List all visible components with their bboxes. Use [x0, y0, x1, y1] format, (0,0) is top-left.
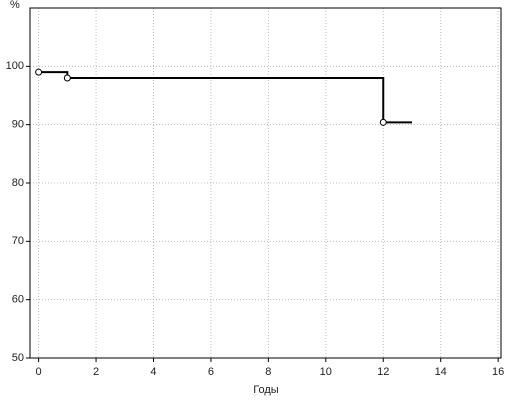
x-tick-label: 2: [93, 366, 99, 378]
y-axis-label: %: [10, 0, 20, 11]
censor-marker: [35, 68, 43, 76]
y-tick-label: 80: [12, 177, 24, 189]
x-axis-label: Годы: [253, 384, 279, 396]
censor-marker: [63, 74, 71, 82]
x-tick-label: 0: [36, 366, 42, 378]
step-line: [38, 71, 412, 124]
y-tick-label: 70: [12, 235, 24, 247]
y-tick-label: 50: [12, 352, 24, 364]
y-tick-label: 90: [12, 119, 24, 131]
x-tick-label: 10: [320, 366, 332, 378]
y-tick-label: 100: [6, 60, 24, 72]
x-tick-label: 14: [435, 366, 447, 378]
censor-marker: [379, 118, 387, 126]
x-tick-label: 16: [492, 366, 504, 378]
plot-frame: [29, 7, 502, 359]
y-tick-label: 60: [12, 294, 24, 306]
x-tick-label: 6: [208, 366, 214, 378]
x-tick-label: 8: [265, 366, 271, 378]
x-tick-label: 12: [377, 366, 389, 378]
x-tick-label: 4: [150, 366, 156, 378]
